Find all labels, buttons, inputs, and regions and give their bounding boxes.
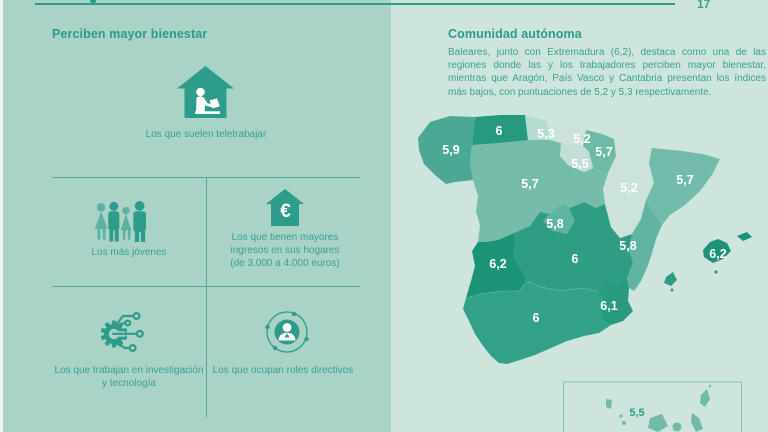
region-navarra xyxy=(583,130,616,173)
region-comunidad-valenciana xyxy=(627,200,662,291)
region-pais-vasco xyxy=(547,121,586,146)
page-number: 17 xyxy=(697,0,711,11)
region-value-pais-vasco: 5,2 xyxy=(573,132,590,146)
spain-map: 5,5 5,9 6 5,3 5,2 5,7 5,5 5,7 5,2 5,7 5,… xyxy=(418,115,752,432)
region-la-rioja xyxy=(560,143,593,172)
region-cantabria xyxy=(525,115,550,140)
left-panel-title: Perciben mayor bienestar xyxy=(52,27,208,41)
person-orbit-icon xyxy=(265,311,309,353)
header-rule xyxy=(35,3,675,5)
region-value-cataluna: 5,7 xyxy=(676,173,693,187)
region-galicia xyxy=(418,116,475,184)
region-value-extremadura: 6,2 xyxy=(489,257,506,271)
right-panel-title: Comunidad autónoma xyxy=(448,27,582,41)
region-murcia xyxy=(597,278,633,325)
region-value-canarias: 5,5 xyxy=(629,407,644,419)
caption-investigacion: Los que trabajan en investigación y tecn… xyxy=(54,365,204,389)
region-value-murcia: 6,1 xyxy=(600,299,617,313)
family-icon xyxy=(94,201,146,242)
region-extremadura xyxy=(466,233,527,298)
page-edge-strip xyxy=(0,0,3,432)
caption-jovenes: Los más jóvenes xyxy=(91,247,167,258)
region-andalucia xyxy=(463,281,611,364)
caption-ingresos: Los que tienen mayores ingresos en sus h… xyxy=(230,232,340,269)
region-madrid xyxy=(543,205,575,234)
divider xyxy=(206,177,207,417)
right-panel-paragraph: Baleares, junto con Extremadura (6,2), d… xyxy=(448,47,766,98)
region-value-comunidad-valenciana: 5,8 xyxy=(619,239,636,253)
caption-directivos: Los que ocupan roles directivos xyxy=(212,365,354,376)
telework-house-icon xyxy=(177,66,234,118)
region-baleares xyxy=(664,232,752,292)
region-value-galicia: 5,9 xyxy=(442,143,459,157)
region-value-andalucia: 6 xyxy=(533,311,540,325)
region-value-baleares: 6,2 xyxy=(709,247,726,261)
region-asturias xyxy=(472,115,528,145)
region-castilla-la-mancha xyxy=(513,202,633,291)
region-cataluna xyxy=(646,148,720,225)
svg-text:€: € xyxy=(280,201,291,222)
region-value-asturias: 6 xyxy=(496,124,503,138)
region-value-madrid: 5,8 xyxy=(546,217,563,231)
region-canarias xyxy=(606,384,712,432)
left-panel xyxy=(0,0,391,432)
region-aragon xyxy=(603,139,654,238)
gear-circuit-icon xyxy=(100,311,144,352)
region-value-aragon: 5,2 xyxy=(620,181,637,195)
region-value-castilla-y-leon: 5,7 xyxy=(521,177,538,191)
region-value-cantabria: 5,3 xyxy=(537,127,554,141)
region-castilla-y-leon xyxy=(470,140,608,242)
house-euro-icon: € xyxy=(266,189,304,226)
caption-teletrabajar: Los que suelen teletrabajar xyxy=(145,129,267,140)
canarias-inset: 5,5 xyxy=(563,381,742,432)
region-value-castilla-la-mancha: 6 xyxy=(572,252,579,266)
cropped-header-text-remnant xyxy=(90,0,96,3)
region-value-la-rioja: 5,5 xyxy=(571,157,588,171)
region-value-navarra: 5,7 xyxy=(595,145,612,159)
